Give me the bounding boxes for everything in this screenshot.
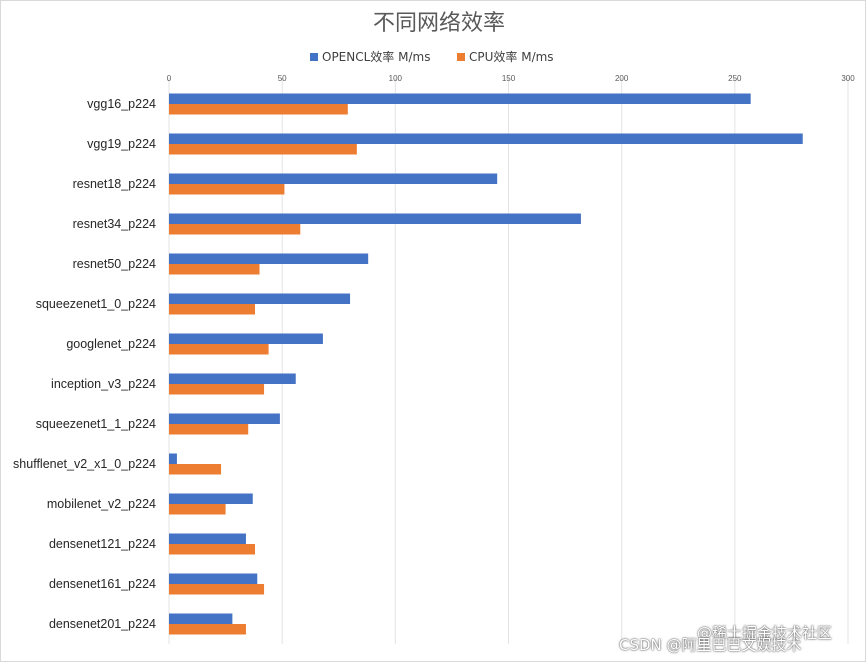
x-tick-label-0: 0	[167, 74, 172, 83]
category-label-2: resnet18_p224	[73, 177, 156, 191]
bar-0-7	[169, 373, 296, 384]
chart-title: 不同网络效率	[373, 11, 505, 36]
bar-0-10	[169, 493, 253, 504]
x-tick-label-6: 300	[841, 74, 855, 83]
category-label-12: densenet161_p224	[49, 577, 156, 591]
legend: OPENCL效率 M/ms CPU效率 M/ms	[310, 49, 554, 64]
bar-1-7	[169, 384, 265, 395]
category-label-5: squeezenet1_0_p224	[36, 297, 156, 311]
category-label-8: squeezenet1_1_p224	[36, 417, 156, 431]
bar-1-2	[169, 184, 285, 195]
bar-1-6	[169, 344, 269, 355]
bar-1-1	[169, 144, 357, 155]
category-label-6: googlenet_p224	[66, 337, 156, 351]
bars	[169, 93, 803, 635]
category-label-10: mobilenet_v2_p224	[47, 497, 156, 511]
bar-0-8	[169, 413, 280, 424]
legend-swatch-0	[310, 53, 318, 61]
bar-0-13	[169, 613, 233, 624]
bar-1-9	[169, 464, 222, 475]
category-label-7: inception_v3_p224	[51, 377, 156, 391]
category-label-11: densenet121_p224	[49, 537, 156, 551]
bar-1-5	[169, 304, 256, 315]
legend-label-0: OPENCL效率 M/ms	[322, 49, 430, 64]
x-tick-label-1: 50	[278, 74, 287, 83]
x-tick-label-3: 150	[502, 74, 516, 83]
x-tick-label-4: 200	[615, 74, 629, 83]
bar-0-6	[169, 333, 323, 344]
category-label-3: resnet34_p224	[73, 217, 156, 231]
bar-1-4	[169, 264, 260, 275]
gridlines	[168, 78, 849, 644]
bar-1-8	[169, 424, 249, 435]
category-label-4: resnet50_p224	[73, 257, 156, 271]
bar-0-1	[169, 133, 803, 144]
bar-1-11	[169, 544, 256, 555]
bar-1-12	[169, 584, 265, 595]
category-label-13: densenet201_p224	[49, 617, 156, 631]
juejin-watermark: @稀土掘金技术社区	[697, 624, 833, 642]
bar-1-0	[169, 104, 348, 115]
bar-0-2	[169, 173, 498, 184]
legend-swatch-1	[457, 53, 465, 61]
x-tick-label-2: 100	[389, 74, 403, 83]
category-label-9: shufflenet_v2_x1_0_p224	[13, 457, 156, 471]
bar-1-10	[169, 504, 226, 515]
legend-label-1: CPU效率 M/ms	[469, 49, 554, 64]
bar-1-3	[169, 224, 301, 235]
bar-0-4	[169, 253, 369, 264]
bar-0-3	[169, 213, 581, 224]
bar-0-0	[169, 93, 751, 104]
bar-0-9	[169, 453, 177, 464]
bar-1-13	[169, 624, 246, 635]
x-tick-label-5: 250	[728, 74, 742, 83]
category-labels: vgg16_p224 vgg19_p224 resnet18_p224 resnet3…	[13, 97, 156, 631]
category-label-0: vgg16_p224	[87, 97, 156, 111]
bar-0-5	[169, 293, 351, 304]
csdn-watermark: CSDN @阿里巴巴文娱技术	[619, 636, 802, 654]
bar-0-11	[169, 533, 246, 544]
bar-0-12	[169, 573, 258, 584]
category-label-1: vgg19_p224	[87, 137, 156, 151]
x-axis-ticks: 0 50 100 150 200 250 300	[167, 74, 855, 83]
